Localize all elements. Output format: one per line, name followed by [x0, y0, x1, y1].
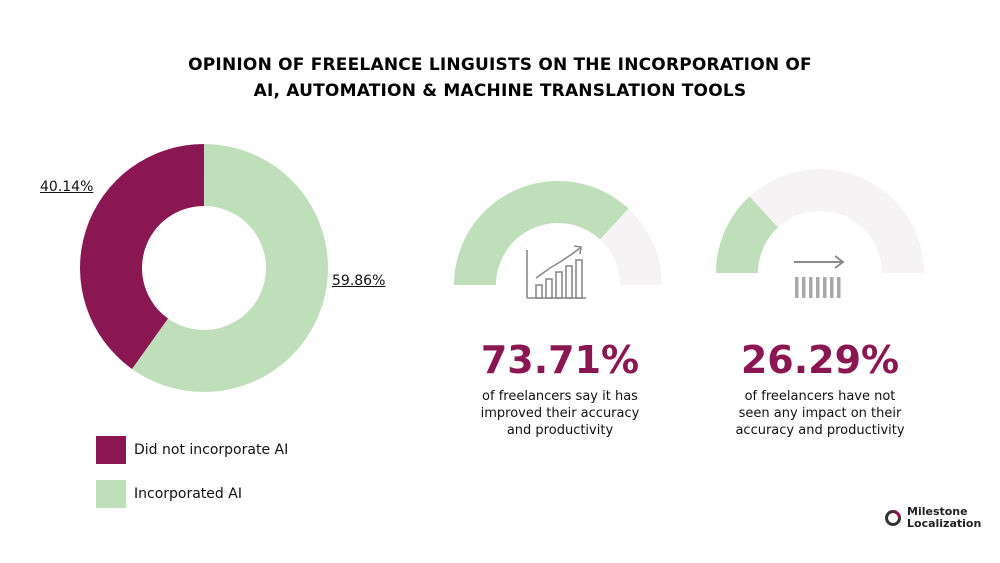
legend-item-did-not: Did not incorporate AI: [96, 436, 288, 464]
legend-swatch-incorporated: [96, 480, 126, 508]
donut-chart: [80, 144, 329, 393]
flat-arrow-bars-icon: [794, 255, 845, 298]
stat-improved-desc-line-1: of freelancers say it has: [482, 389, 638, 404]
legend-item-incorporated: Incorporated AI: [96, 480, 242, 508]
stat-no-impact-desc-line-3: accuracy and productivity: [735, 423, 905, 438]
donut-label-incorporated: 59.86%: [332, 273, 386, 289]
logo-line-1: Milestone: [907, 505, 968, 518]
chart-title-line-2: AI, AUTOMATION & MACHINE TRANSLATION TOO…: [253, 81, 747, 101]
gauge-no-impact-fill: [716, 196, 778, 273]
gauge-improved-fill: [454, 180, 629, 285]
gauge-no-impact: [716, 168, 924, 273]
company-logo: Milestone Localization: [884, 506, 981, 530]
gauge-improved: [454, 180, 662, 285]
stat-improved-desc-line-2: improved their accuracy: [480, 406, 640, 421]
stat-no-impact-description: of freelancers have not seen any impact …: [700, 388, 940, 439]
chart-title: OPINION OF FREELANCE LINGUISTS ON THE IN…: [0, 52, 1000, 104]
stat-improved-description: of freelancers say it has improved their…: [440, 388, 680, 439]
stat-no-impact-desc-line-2: seen any impact on their: [738, 406, 902, 421]
donut-slice-incorporated: [131, 144, 329, 393]
logo-line-2: Localization: [907, 517, 982, 530]
legend-swatch-did-not: [96, 436, 126, 464]
growth-bar-chart-icon: [526, 245, 586, 299]
stat-no-impact-desc-line-1: of freelancers have not: [744, 389, 896, 404]
stat-improved-desc-line-3: and productivity: [506, 423, 614, 438]
legend-label-incorporated: Incorporated AI: [134, 486, 242, 502]
donut-slice-did-not: [80, 144, 204, 369]
milestone-ring-icon: [885, 510, 901, 526]
chart-title-line-1: OPINION OF FREELANCE LINGUISTS ON THE IN…: [188, 55, 812, 75]
gauge-no-impact-track: [716, 168, 924, 273]
stat-no-impact-value: 26.29%: [740, 338, 900, 382]
legend-label-did-not: Did not incorporate AI: [134, 442, 289, 458]
stat-improved-value: 73.71%: [480, 338, 640, 382]
donut-label-did-not: 40.14%: [40, 179, 94, 195]
